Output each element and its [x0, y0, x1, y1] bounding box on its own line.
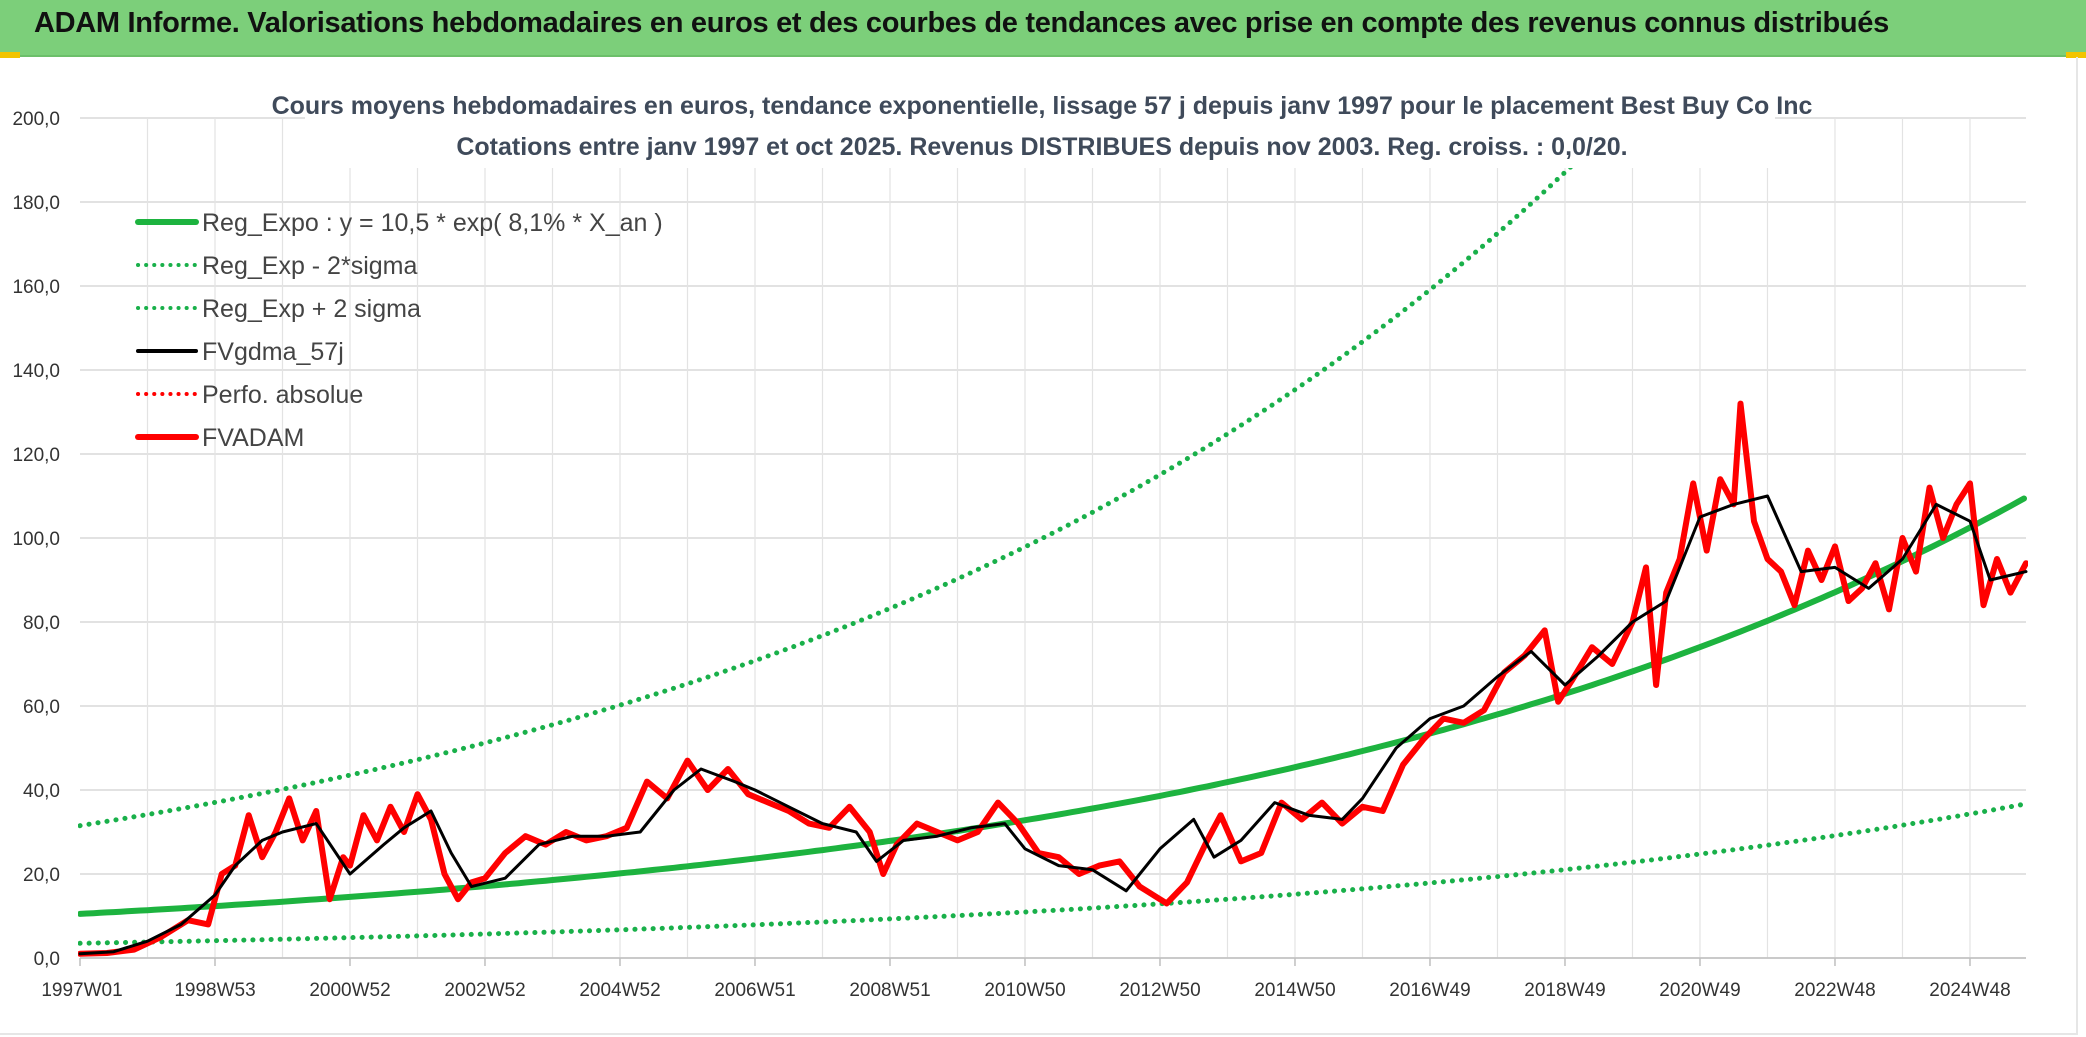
legend-label: FVADAM [202, 424, 304, 452]
x-tick-label: 2004W52 [579, 980, 660, 1001]
x-axis: 1997W01 1998W53 2000W52 2002W52 2004W52 2006W… [41, 958, 2011, 1001]
y-tick-label: 120,0 [12, 445, 60, 466]
x-tick-label: 2012W50 [1119, 980, 1200, 1001]
chart-subtitle: Cotations entre janv 1997 et oct 2025. R… [456, 133, 1627, 161]
series-line-reg_exp [78, 116, 1627, 829]
x-tick-label: 1997W01 [41, 980, 122, 1001]
x-tick-label: 2014W50 [1254, 980, 1335, 1001]
chart-frame [0, 57, 2078, 1035]
legend-label: Perfo. absolue [202, 381, 363, 409]
y-tick-label: 100,0 [12, 529, 60, 550]
x-tick-label: 2018W49 [1524, 980, 1605, 1001]
legend-label: Reg_Exp + 2 sigma [202, 295, 421, 323]
series-line-fvgdma_57j [78, 494, 2028, 956]
y-tick-label: 60,0 [23, 697, 60, 718]
x-tick-label: 2024W48 [1929, 980, 2010, 1001]
chart-title-background [305, 86, 1775, 168]
series-line-fvadam [78, 400, 2028, 957]
x-tick-label: 2000W52 [309, 980, 390, 1001]
y-tick-label: 20,0 [23, 865, 60, 886]
plot-area [78, 116, 2028, 957]
series-line-reg_exp [78, 801, 2027, 946]
legend-label: FVgdma_57j [202, 338, 344, 366]
y-tick-label: 140,0 [12, 361, 60, 382]
y-axis: 0,0 20,0 40,0 60,0 80,0 100,0 120,0 140,0 160,0 1… [12, 109, 60, 970]
x-tick-label: 2006W51 [714, 980, 795, 1001]
corner-marker-left [0, 52, 20, 58]
y-tick-label: 0,0 [34, 949, 60, 970]
corner-marker-right [2066, 52, 2086, 58]
legend-label: Reg_Exp - 2*sigma [202, 252, 417, 280]
y-tick-label: 200,0 [12, 109, 60, 130]
legend-label: Reg_Expo : y = 10,5 * exp( 8,1% * X_an ) [202, 209, 663, 237]
legend: Reg_Expo : y = 10,5 * exp( 8,1% * X_an )… [135, 209, 663, 452]
x-tick-label: 2020W49 [1659, 980, 1740, 1001]
report-title: ADAM Informe. Valorisations hebdomadaire… [34, 7, 1889, 39]
x-tick-label: 2002W52 [444, 980, 525, 1001]
series-line-reg_expo [78, 495, 2027, 917]
y-tick-label: 160,0 [12, 277, 60, 298]
y-tick-label: 180,0 [12, 193, 60, 214]
x-tick-label: 2008W51 [849, 980, 930, 1001]
header-banner: ADAM Informe. Valorisations hebdomadaire… [0, 0, 2086, 57]
x-tick-label: 2022W48 [1794, 980, 1875, 1001]
y-tick-label: 40,0 [23, 781, 60, 802]
x-tick-label: 2010W50 [984, 980, 1065, 1001]
x-tick-label: 1998W53 [174, 980, 255, 1001]
x-tick-label: 2016W49 [1389, 980, 1470, 1001]
chart-title: Cours moyens hebdomadaires en euros, ten… [272, 92, 1813, 120]
y-tick-label: 80,0 [23, 613, 60, 634]
